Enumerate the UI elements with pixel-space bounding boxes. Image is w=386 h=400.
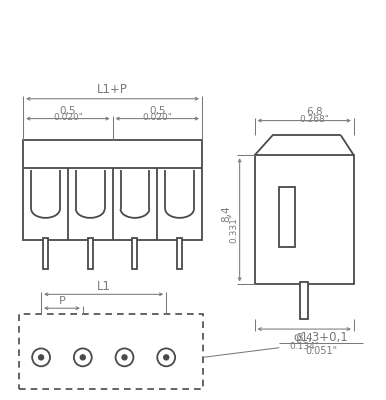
Text: 8,4: 8,4 — [221, 206, 231, 222]
Bar — [254, 155, 354, 284]
Text: 0,5: 0,5 — [60, 106, 76, 116]
Circle shape — [122, 355, 127, 360]
Text: 6,8: 6,8 — [306, 107, 322, 117]
Text: φ1,3+0,1: φ1,3+0,1 — [294, 331, 349, 344]
Text: 0,5: 0,5 — [149, 106, 166, 116]
Bar — [88, 238, 93, 270]
Text: P: P — [59, 296, 65, 306]
Bar — [132, 238, 137, 270]
Bar — [177, 238, 182, 270]
Text: 0.051": 0.051" — [305, 346, 337, 356]
Text: 3,4: 3,4 — [296, 333, 313, 343]
Text: 0.268": 0.268" — [299, 115, 329, 124]
Text: 0.020": 0.020" — [53, 113, 83, 122]
Text: L1+P: L1+P — [97, 83, 128, 96]
Text: 0.331": 0.331" — [229, 213, 238, 243]
Bar — [19, 314, 203, 389]
Bar — [279, 187, 295, 247]
Circle shape — [80, 355, 85, 360]
Bar — [43, 238, 48, 270]
Text: 0.134": 0.134" — [289, 342, 319, 352]
Circle shape — [164, 355, 169, 360]
Bar — [300, 282, 308, 319]
Bar — [23, 140, 202, 240]
Text: L1: L1 — [96, 280, 111, 293]
Circle shape — [39, 355, 44, 360]
Text: 0.020": 0.020" — [142, 113, 172, 122]
